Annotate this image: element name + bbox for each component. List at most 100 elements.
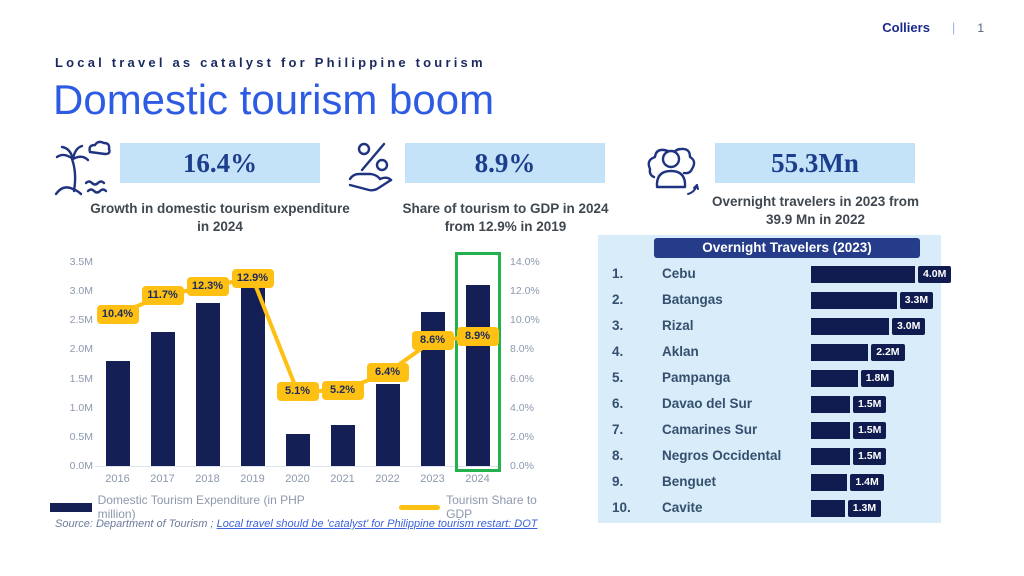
line-label-2023: 8.6% — [411, 331, 454, 351]
left-axis-tick: 3.5M — [69, 256, 93, 268]
line-swatch-icon — [398, 504, 441, 510]
right-axis-tick: 4.0% — [510, 401, 534, 414]
stat-caption-gdp-share: Share of tourism to GDP in 2024 from 12.… — [402, 201, 609, 234]
ranking-rank: 1. — [612, 266, 624, 281]
ranking-province-name: Rizal — [662, 318, 694, 333]
right-axis-tick: 10.0% — [510, 314, 540, 327]
ranking-bar-group: 1.3M — [811, 500, 882, 517]
ranking-province-name: Aklan — [662, 344, 699, 359]
highlight-2024-box — [454, 252, 501, 472]
ranking-bar — [811, 370, 858, 387]
ranking-bar — [811, 344, 869, 361]
ranking-bar-group: 2.2M — [811, 344, 905, 361]
stat-box-gdp-share: 8.9% — [405, 143, 605, 183]
ranking-rank: 10. — [612, 500, 631, 515]
ranking-bar-group: 1.5M — [811, 396, 887, 413]
stat-value-growth: 16.4% — [182, 147, 258, 178]
legend-item-expenditure: Domestic Tourism Expenditure (in PHP mil… — [50, 493, 344, 521]
x-tick-2016: 2016 — [105, 473, 130, 485]
bar-swatch-icon — [50, 502, 92, 512]
ranking-bar — [811, 396, 850, 413]
ranking-rank: 3. — [612, 318, 624, 333]
stat-value-travelers: 55.3Mn — [771, 147, 859, 178]
ranking-value-badge: 1.3M — [847, 500, 882, 517]
source-link[interactable]: Local travel should be 'catalyst' for Ph… — [216, 518, 538, 530]
ranking-bar — [811, 448, 850, 465]
ranking-province-name: Cavite — [662, 500, 703, 515]
ranking-bar — [811, 474, 848, 491]
stat-box-travelers: 55.3Mn — [715, 143, 915, 183]
x-axis-line — [95, 466, 500, 467]
ranking-value-badge: 1.5M — [853, 448, 887, 465]
header-bar: Colliers | 1 — [882, 20, 984, 35]
ranking-list: 1. Cebu 4.0M 2. Batangas 3.3M 3. Rizal 3.0M 4. Akl… — [598, 262, 952, 522]
brand-separator: | — [951, 20, 956, 35]
bar-2017 — [150, 331, 175, 466]
left-axis-tick: 0.0M — [69, 460, 93, 472]
page-number: 1 — [977, 20, 984, 35]
x-tick-2017: 2017 — [150, 473, 175, 485]
ranking-bar-group: 1.4M — [811, 474, 884, 491]
left-axis-tick: 1.5M — [69, 372, 93, 385]
ranking-row: 2. Batangas 3.3M — [598, 288, 941, 314]
ranking-province-name: Camarines Sur — [662, 422, 758, 437]
ranking-value-badge: 2.2M — [871, 344, 905, 361]
line-label-2022: 6.4% — [366, 363, 409, 383]
line-label-2019: 12.9% — [231, 268, 274, 288]
ranking-value-badge: 4.0M — [918, 266, 952, 283]
ranking-row: 3. Rizal 3.0M — [598, 314, 941, 340]
ranking-province-name: Negros Occidental — [662, 448, 782, 463]
slide-subtitle: Local travel as catalyst for Philippine … — [55, 55, 486, 70]
right-axis-tick: 8.0% — [510, 343, 534, 356]
ranking-row: 4. Aklan 2.2M — [598, 340, 941, 366]
island-palm-icon — [54, 140, 111, 196]
overnight-travelers-panel: Overnight Travelers (2023) 1. Cebu 4.0M 2. B… — [598, 235, 952, 523]
ranking-row: 6. Davao del Sur 1.5M — [598, 392, 941, 418]
ranking-bar — [811, 318, 889, 335]
right-axis-tick: 12.0% — [510, 285, 540, 298]
brand-logo: Colliers — [882, 20, 930, 35]
x-tick-2022: 2022 — [375, 473, 400, 485]
ranking-bar — [811, 266, 915, 283]
panel-title: Overnight Travelers (2023) — [654, 238, 920, 258]
ranking-bar-group: 1.8M — [811, 370, 895, 387]
ranking-row: 8. Negros Occidental 1.5M — [598, 444, 941, 470]
stat-value-gdp-share: 8.9% — [474, 147, 536, 178]
ranking-bar — [811, 422, 850, 439]
ranking-row: 5. Pampanga 1.8M — [598, 366, 941, 392]
line-label-2024: 8.9% — [456, 326, 499, 346]
ranking-bar-group: 1.5M — [811, 422, 887, 439]
ranking-bar-group: 3.0M — [811, 318, 926, 335]
line-label-2016: 10.4% — [96, 304, 139, 324]
x-tick-2020: 2020 — [285, 473, 310, 485]
source-prefix: Source: Department of Tourism ; — [55, 518, 217, 530]
bar-2016 — [105, 361, 130, 466]
ranking-value-badge: 1.5M — [853, 422, 887, 439]
line-label-2017: 11.7% — [141, 286, 184, 305]
ranking-value-badge: 1.8M — [860, 370, 895, 387]
ranking-province-name: Pampanga — [662, 370, 731, 385]
ranking-province-name: Cebu — [662, 266, 696, 281]
ranking-province-name: Batangas — [662, 292, 723, 307]
ranking-rank: 9. — [612, 474, 624, 489]
line-label-2018: 12.3% — [186, 277, 229, 297]
ranking-value-badge: 1.4M — [850, 474, 884, 491]
ranking-bar — [811, 292, 897, 309]
x-tick-2023: 2023 — [420, 473, 445, 485]
right-axis-tick: 0.0% — [510, 460, 534, 472]
bar-2019 — [240, 285, 265, 466]
right-axis-tick: 14.0% — [510, 256, 540, 268]
stat-caption-travelers: Overnight travelers in 2023 from 39.9 Mn… — [711, 194, 920, 227]
x-tick-2021: 2021 — [330, 473, 355, 485]
ranking-row: 7. Camarines Sur 1.5M — [598, 418, 941, 444]
left-axis-tick: 1.0M — [69, 401, 93, 414]
ranking-rank: 7. — [612, 422, 624, 437]
left-axis-tick: 3.0M — [69, 285, 93, 298]
line-label-2020: 5.1% — [276, 382, 319, 402]
x-tick-2024: 2024 — [465, 473, 490, 485]
right-axis-tick: 2.0% — [510, 430, 534, 443]
ranking-rank: 6. — [612, 396, 624, 411]
ranking-row: 10. Cavite 1.3M — [598, 496, 941, 522]
ranking-value-badge: 1.5M — [853, 396, 887, 413]
page-title: Domestic tourism boom — [53, 76, 495, 123]
